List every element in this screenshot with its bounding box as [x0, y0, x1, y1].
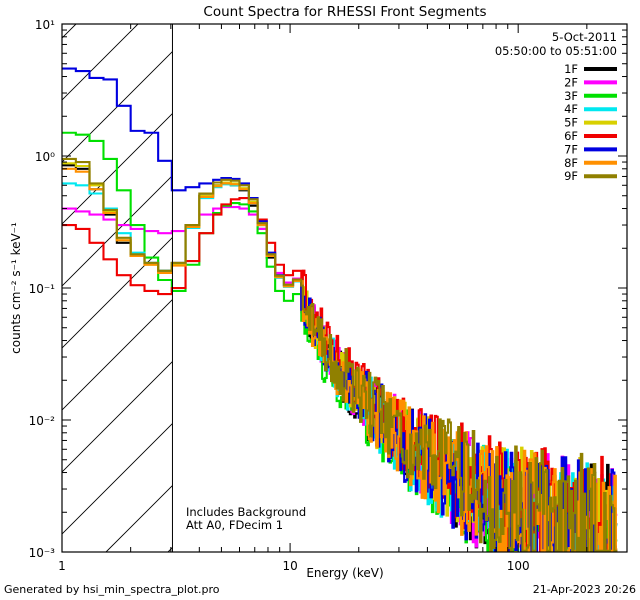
y-tick-label: 10⁻¹ — [29, 282, 56, 296]
spectrum-line-8f — [62, 167, 618, 552]
x-axis-label: Energy (keV) — [306, 566, 383, 580]
spectrum-line-9f — [62, 157, 618, 552]
annotation-includes-background: Includes Background — [186, 505, 306, 519]
x-tick-label: 100 — [507, 559, 530, 573]
excluded-band-hatching — [62, 24, 173, 552]
y-tick-label: 10¹ — [35, 18, 55, 32]
legend-label-7f: 7F — [564, 142, 578, 156]
x-tick-label: 10 — [282, 559, 297, 573]
plot-frame — [61, 23, 628, 553]
page-title: Count Spectra for RHESSI Front Segments — [203, 4, 486, 20]
legend-label-3f: 3F — [564, 89, 578, 103]
footer-timestamp: 21-Apr-2023 20:26 — [533, 583, 636, 596]
y-tick-label: 10⁰ — [35, 150, 55, 164]
legend-label-6f: 6F — [564, 129, 578, 143]
spectrum-line-7f — [62, 67, 618, 552]
legend-label-1f: 1F — [564, 62, 578, 76]
legend-label-5f: 5F — [564, 116, 578, 130]
y-tick-label: 10⁻³ — [29, 546, 56, 560]
legend-label-8f: 8F — [564, 156, 578, 170]
annotation-attenuator-state: Att A0, FDecim 1 — [186, 518, 283, 532]
footer-generator: Generated by hsi_min_spectra_plot.pro — [4, 583, 220, 596]
plot-axes: 1 10 100 10⁻³ 10⁻² 10⁻¹ 10⁰ 10¹ — [29, 18, 628, 573]
observation-time-range: 05:50:00 to 05:51:00 — [495, 44, 617, 58]
legend-label-4f: 4F — [564, 102, 578, 116]
legend-label-9f: 9F — [564, 169, 578, 183]
x-tick-label: 1 — [58, 559, 66, 573]
y-axis-label: counts cm⁻² s⁻¹ keV⁻¹ — [9, 222, 23, 354]
y-tick-label: 10⁻² — [29, 414, 56, 428]
observation-date: 5-Oct-2011 — [552, 30, 617, 44]
spectra-lines — [62, 67, 618, 552]
legend-label-2f: 2F — [564, 75, 578, 89]
